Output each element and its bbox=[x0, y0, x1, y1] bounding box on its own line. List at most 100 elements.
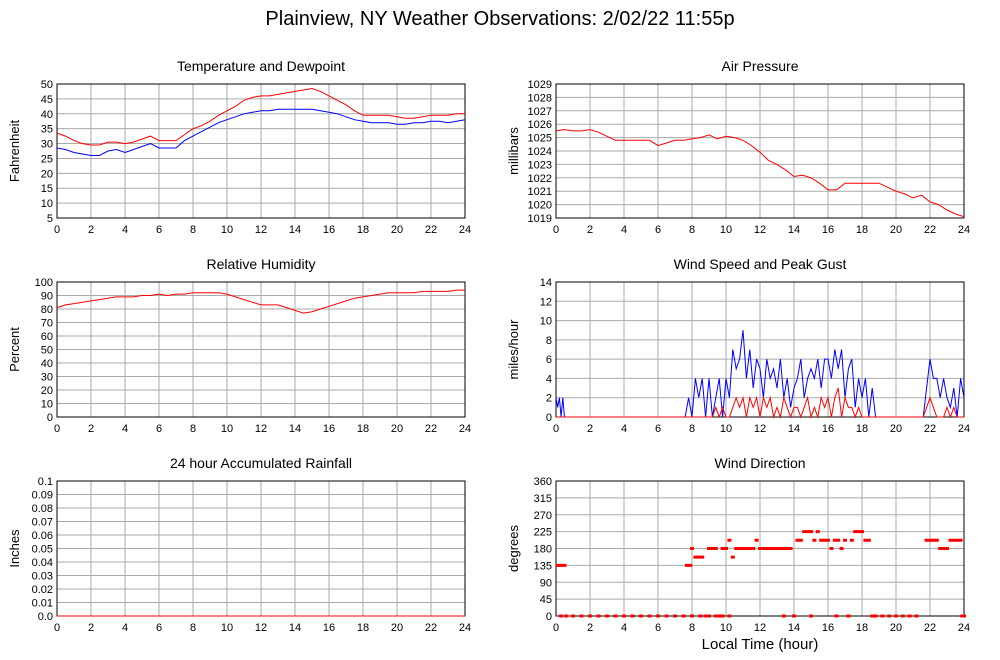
humidity-ytick-label: 70 bbox=[41, 318, 53, 330]
pressure-xtick-label: 8 bbox=[689, 224, 695, 236]
wind-xtick-label: 12 bbox=[754, 423, 766, 435]
temp-series-1 bbox=[56, 108, 466, 156]
direction-point bbox=[941, 547, 946, 550]
temp-ytick-label: 45 bbox=[41, 94, 53, 106]
direction-point bbox=[846, 614, 851, 618]
wind-xtick-label: 18 bbox=[856, 423, 868, 435]
direction-point bbox=[873, 614, 878, 618]
direction-xtick-label: 10 bbox=[720, 622, 732, 634]
rain-ytick-label: 0.1 bbox=[38, 476, 53, 488]
direction-point bbox=[771, 547, 776, 550]
wind-ytick-label: 6 bbox=[546, 354, 552, 366]
pressure-ytick-label: 1028 bbox=[528, 92, 552, 104]
direction-xtick-label: 0 bbox=[553, 622, 559, 634]
temp-xtick-label: 14 bbox=[289, 224, 301, 236]
direction-point bbox=[717, 614, 722, 618]
pressure-xtick-label: 12 bbox=[754, 224, 766, 236]
pressure-xtick-label: 24 bbox=[958, 224, 970, 236]
rain-title: 24 hour Accumulated Rainfall bbox=[170, 455, 352, 471]
rain-ytick-label: 0.09 bbox=[32, 490, 53, 502]
direction-point bbox=[785, 547, 790, 550]
direction-point bbox=[960, 614, 965, 618]
direction-point bbox=[764, 547, 769, 550]
direction-point bbox=[815, 530, 820, 534]
rain-xtick-label: 0 bbox=[54, 622, 60, 634]
wind-xtick-label: 2 bbox=[587, 423, 593, 435]
temp-ytick-label: 10 bbox=[41, 198, 53, 210]
temp-xtick-label: 18 bbox=[357, 224, 369, 236]
direction-point bbox=[639, 614, 643, 618]
rain-ytick-label: 0.06 bbox=[32, 530, 53, 542]
temp-title: Temperature and Dewpoint bbox=[177, 58, 345, 74]
direction-point bbox=[673, 614, 677, 618]
wind-xtick-label: 10 bbox=[720, 423, 732, 435]
direction-title: Wind Direction bbox=[714, 455, 805, 471]
wind-xtick-label: 6 bbox=[655, 423, 661, 435]
direction-ytick-label: 315 bbox=[534, 493, 552, 505]
humidity-ytick-label: 80 bbox=[41, 304, 53, 316]
rain-ytick-label: 0.03 bbox=[32, 571, 53, 583]
direction-point bbox=[928, 538, 932, 542]
humidity-xtick-label: 0 bbox=[54, 423, 60, 435]
temp-ytick-label: 40 bbox=[41, 109, 53, 121]
wind-xtick-label: 24 bbox=[958, 423, 970, 435]
temp-ytick-label: 20 bbox=[41, 168, 53, 180]
direction-point bbox=[863, 538, 868, 542]
direction-point bbox=[751, 547, 756, 550]
rain-xtick-label: 16 bbox=[323, 622, 335, 634]
direction-point bbox=[696, 555, 701, 559]
humidity-ytick-label: 40 bbox=[41, 358, 53, 370]
direction-point bbox=[571, 614, 575, 618]
direction-point bbox=[562, 563, 567, 567]
pressure-xtick-label: 14 bbox=[788, 224, 800, 236]
humidity-xtick-label: 2 bbox=[88, 423, 94, 435]
rain-xtick-label: 22 bbox=[425, 622, 437, 634]
direction-point bbox=[727, 614, 732, 618]
wind-xtick-label: 0 bbox=[553, 423, 559, 435]
direction-point bbox=[856, 530, 861, 534]
direction-point bbox=[734, 547, 739, 550]
pressure-ytick-label: 1019 bbox=[528, 213, 552, 225]
direction-point bbox=[900, 614, 905, 618]
humidity-ytick-label: 60 bbox=[41, 331, 53, 343]
direction-point bbox=[713, 614, 718, 618]
direction-xtick-label: 16 bbox=[822, 622, 834, 634]
humidity-xtick-label: 12 bbox=[255, 423, 267, 435]
direction-point bbox=[849, 538, 854, 542]
direction-point bbox=[724, 547, 728, 550]
temp-xtick-label: 20 bbox=[391, 224, 403, 236]
direction-point bbox=[700, 555, 705, 559]
temp-ytick-label: 35 bbox=[41, 124, 53, 136]
direction-point bbox=[843, 538, 847, 542]
humidity-ytick-label: 10 bbox=[41, 399, 53, 411]
direction-point bbox=[958, 538, 963, 542]
direction-point bbox=[559, 563, 564, 567]
direction-point bbox=[720, 614, 725, 618]
direction-chart: Wind Directiondegrees0459013518022527031… bbox=[506, 455, 970, 634]
humidity-ytick-label: 30 bbox=[41, 372, 53, 384]
direction-ytick-label: 0 bbox=[546, 611, 552, 623]
direction-point bbox=[741, 547, 745, 550]
humidity-xtick-label: 16 bbox=[323, 423, 335, 435]
temp-frame bbox=[56, 83, 466, 219]
direction-point bbox=[758, 547, 762, 550]
direction-point bbox=[887, 614, 892, 618]
rain-xtick-label: 12 bbox=[255, 622, 267, 634]
rain-xtick-label: 4 bbox=[122, 622, 128, 634]
direction-point bbox=[754, 538, 759, 542]
pressure-xtick-label: 10 bbox=[720, 224, 732, 236]
direction-xtick-label: 22 bbox=[924, 622, 936, 634]
temp-xtick-label: 4 bbox=[122, 224, 128, 236]
rain-ytick-label: 0.04 bbox=[32, 557, 53, 569]
temp-xtick-label: 12 bbox=[255, 224, 267, 236]
direction-point bbox=[693, 555, 698, 559]
direction-point bbox=[720, 547, 725, 550]
humidity-frame bbox=[56, 281, 466, 418]
direction-point bbox=[588, 614, 592, 618]
direction-point bbox=[730, 555, 735, 559]
direction-point bbox=[605, 614, 609, 618]
direction-xtick-label: 2 bbox=[587, 622, 593, 634]
direction-point bbox=[834, 614, 839, 618]
direction-xtick-label: 8 bbox=[689, 622, 695, 634]
